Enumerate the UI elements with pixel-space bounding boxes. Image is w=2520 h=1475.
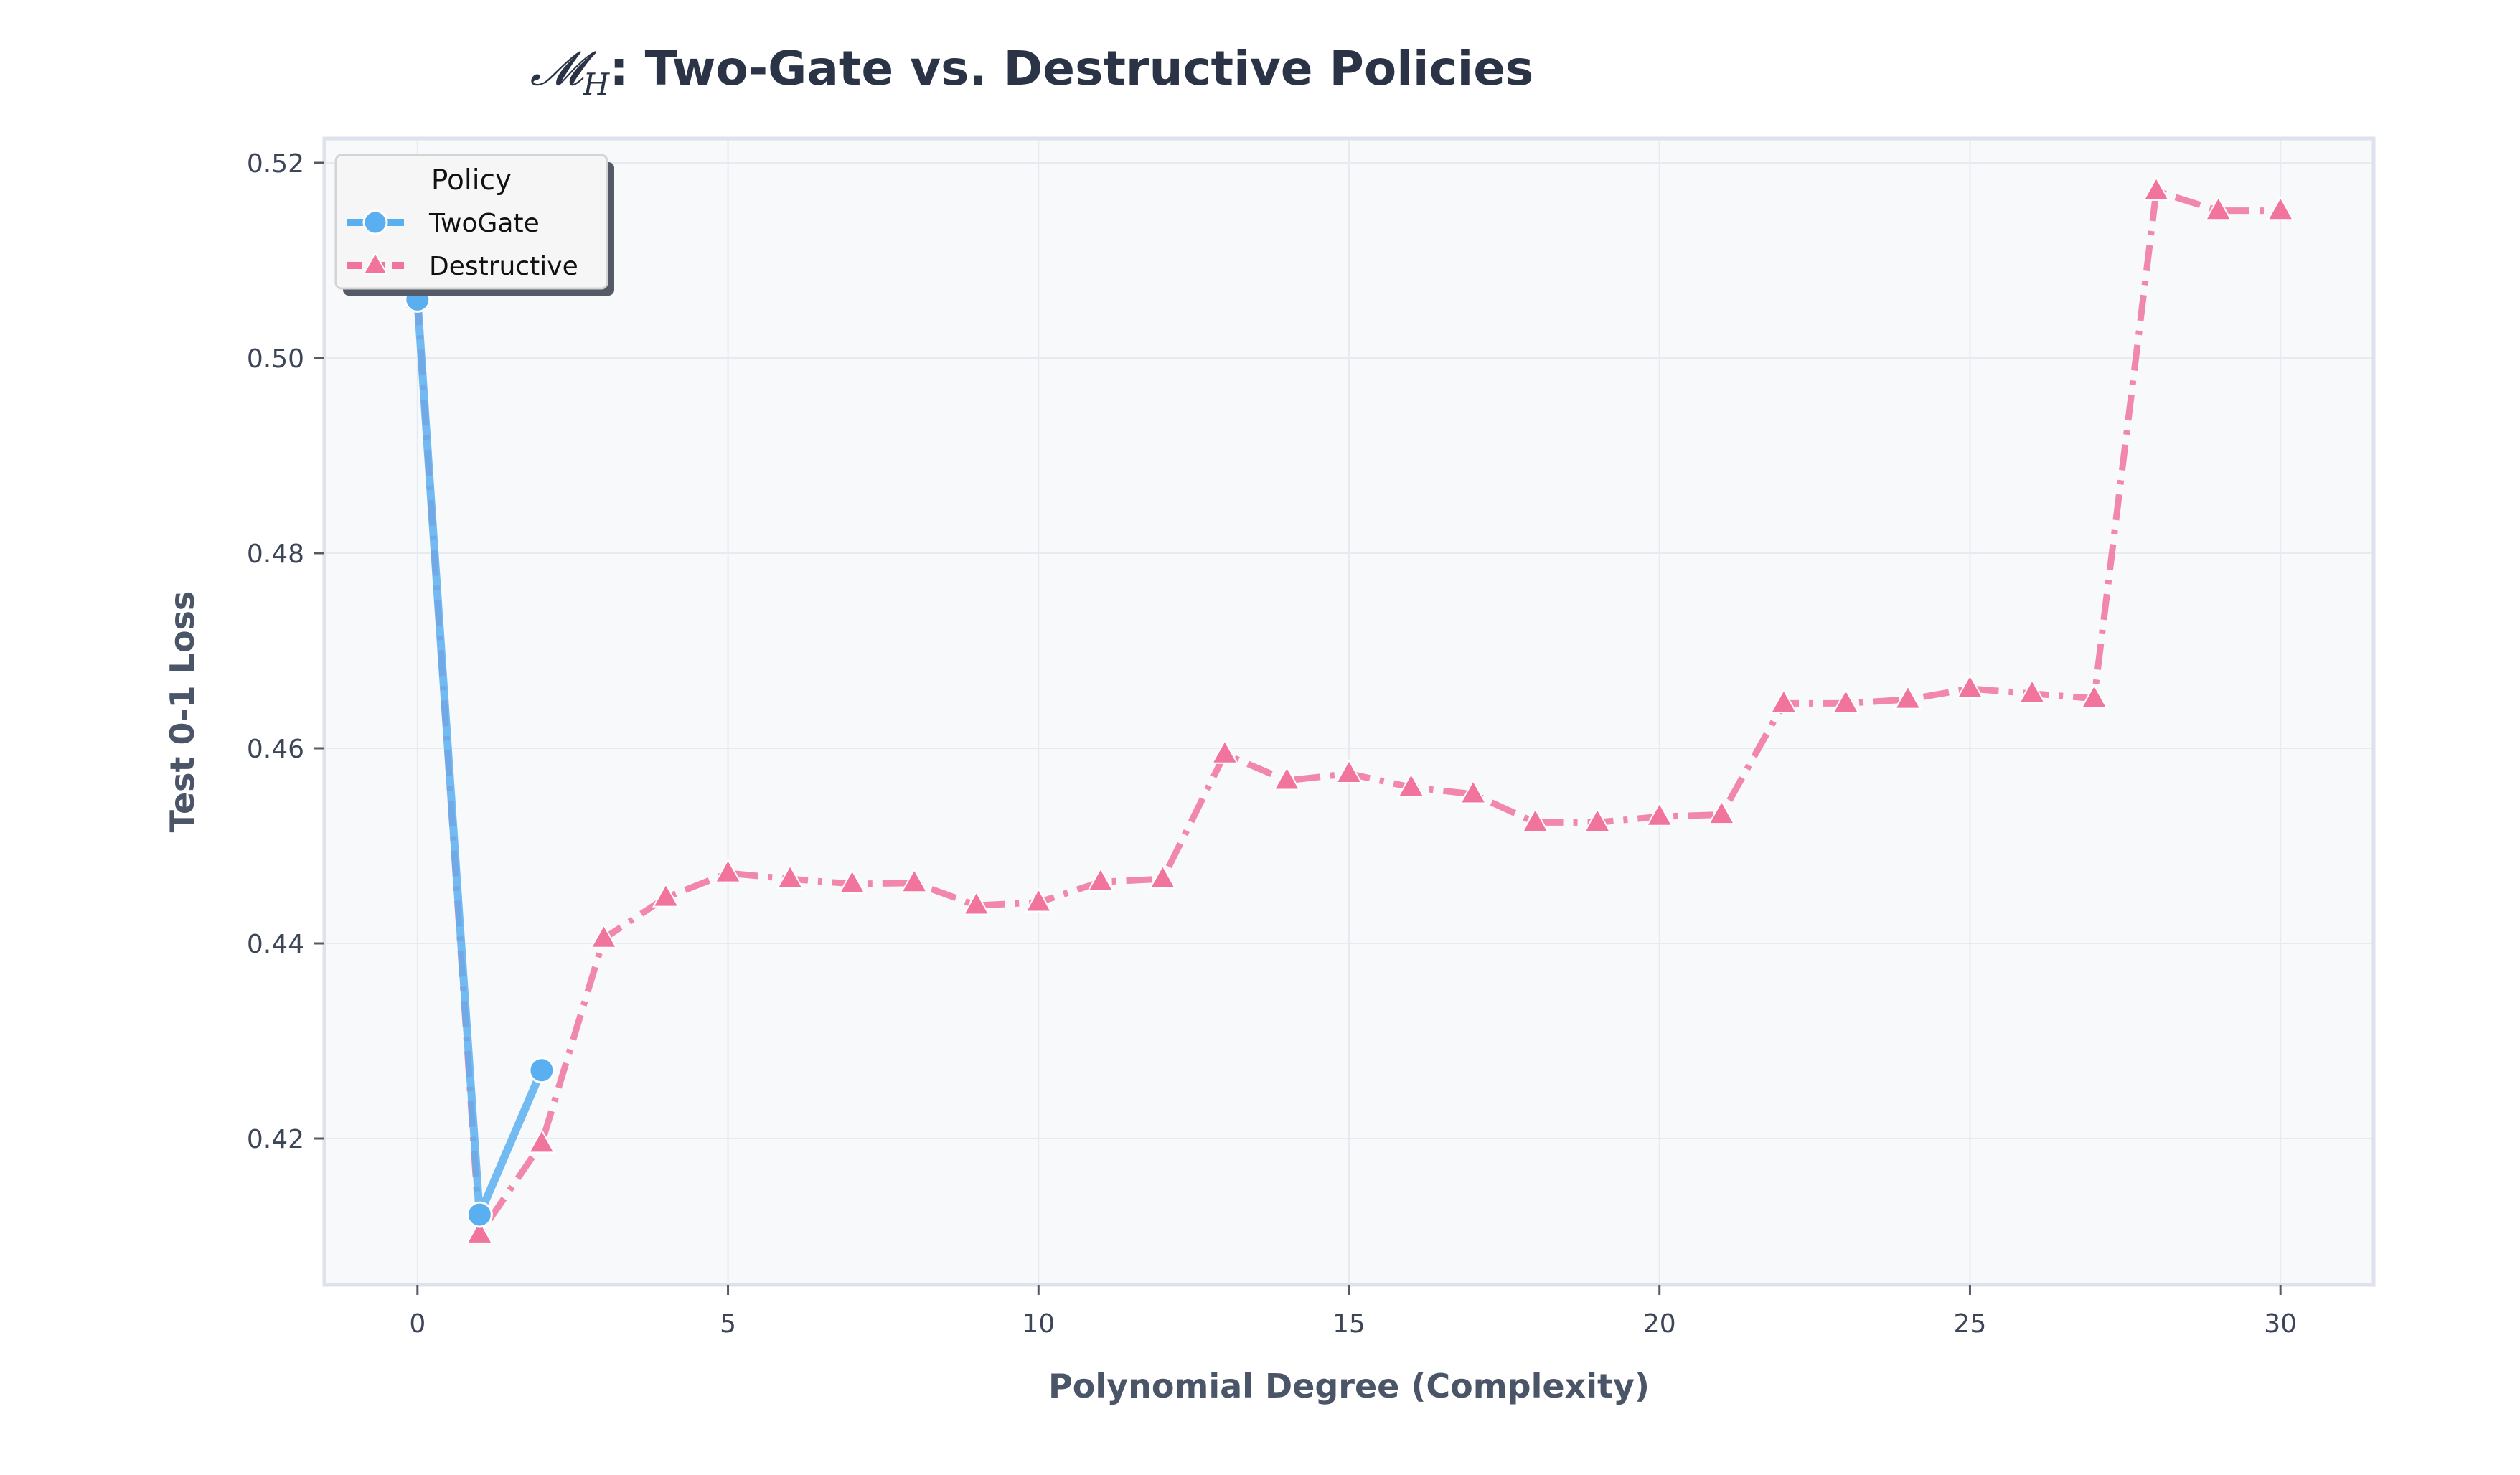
- data-point: [652, 882, 680, 908]
- data-point: [1708, 799, 1736, 825]
- data-point: [1894, 684, 1922, 710]
- y-tick-label: 0.42: [247, 1125, 304, 1154]
- legend-title: Policy: [431, 164, 512, 197]
- data-point: [1149, 864, 1177, 889]
- axis-ticks: 0 5 10 15 20 25 30 0.42 0.44 0.46 0.48 0.50 0.52: [247, 149, 2297, 1339]
- data-point: [962, 890, 990, 915]
- data-point: [466, 1201, 493, 1228]
- y-tick-label: 0.52: [247, 149, 304, 179]
- x-tick-label: 20: [1643, 1309, 1676, 1339]
- data-point: [838, 869, 866, 894]
- x-tick-label: 30: [2264, 1309, 2297, 1339]
- x-tick-label: 25: [1954, 1309, 1987, 1339]
- data-point: [2267, 195, 2295, 221]
- data-point: [528, 1057, 555, 1084]
- legend: Policy TwoGate Destructive: [334, 154, 614, 296]
- data-point: [1521, 807, 1549, 832]
- data-point: [1086, 867, 1114, 892]
- data-point: [2142, 176, 2171, 202]
- data-point: [1769, 688, 1797, 714]
- data-point: [901, 868, 928, 893]
- title-text: : Two-Gate vs. Destructive Policies: [609, 41, 1533, 96]
- data-point: [1025, 887, 1053, 913]
- data-point: [2204, 195, 2232, 221]
- title-subscript: H: [583, 67, 611, 102]
- legend-box: [334, 154, 608, 290]
- x-axis-label: Polynomial Degree (Complexity): [1048, 1367, 1650, 1405]
- x-tick-label: 0: [409, 1309, 426, 1339]
- y-tick-label: 0.44: [247, 930, 304, 959]
- data-point: [466, 1219, 494, 1244]
- legend-marker: [362, 251, 388, 275]
- data-point: [1645, 801, 1673, 826]
- data-point: [2080, 683, 2108, 709]
- y-tick-label: 0.46: [247, 735, 304, 764]
- data-point: [1956, 674, 1984, 699]
- x-tick-label: 5: [720, 1309, 736, 1339]
- data-point: [2018, 679, 2046, 704]
- legend-item-destructive: Destructive: [347, 251, 578, 281]
- data-point: [1459, 779, 1487, 804]
- chart-title: 𝓜H: Two-Gate vs. Destructive Policies: [530, 41, 1534, 102]
- data-point: [590, 923, 618, 948]
- data-point: [1832, 688, 1860, 714]
- data-point: [1397, 772, 1425, 797]
- legend-label: Destructive: [429, 252, 578, 281]
- series-layer: [403, 176, 2295, 1244]
- y-axis-label: Test 0-1 Loss: [163, 591, 202, 833]
- legend-marker: [362, 209, 388, 235]
- x-tick-label: 10: [1022, 1309, 1055, 1339]
- data-point: [1584, 807, 1612, 832]
- legend-item-twogate: TwoGate: [347, 209, 540, 238]
- y-tick-label: 0.50: [247, 344, 304, 374]
- grid: [324, 138, 2374, 1285]
- data-point: [1273, 765, 1301, 791]
- data-point: [1210, 739, 1239, 764]
- legend-label: TwoGate: [428, 209, 540, 238]
- data-point: [714, 858, 742, 883]
- data-point: [527, 1128, 556, 1154]
- x-tick-label: 15: [1332, 1309, 1365, 1339]
- data-point: [776, 864, 804, 889]
- y-tick-label: 0.48: [247, 539, 304, 569]
- data-point: [1335, 758, 1363, 783]
